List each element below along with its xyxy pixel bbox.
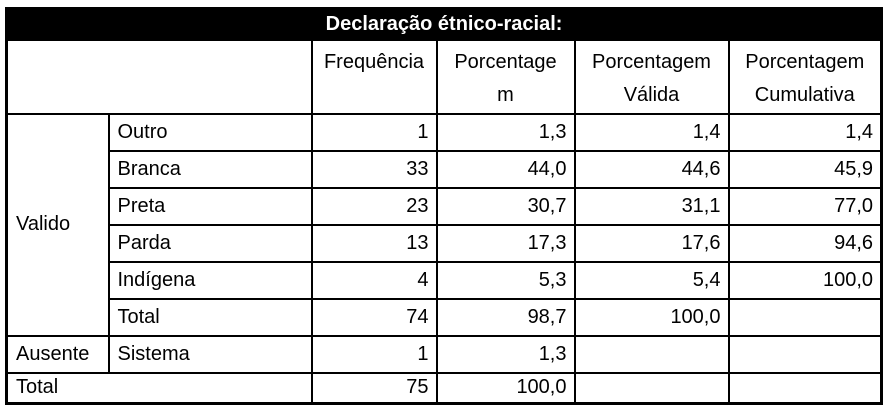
column-header-porcentagem: Porcentage m — [435, 38, 576, 115]
percentage-cell: 5,3 — [435, 260, 576, 300]
valid-percentage-cell: 44,6 — [573, 149, 730, 189]
column-header-line: Porcentagem — [745, 50, 865, 73]
frequency-cell: 23 — [310, 186, 438, 226]
frequency-cell: 1 — [310, 112, 438, 152]
valid-percentage-cell: 100,0 — [573, 297, 730, 337]
cumulative-percentage-cell: 94,6 — [727, 223, 883, 263]
empty-cell — [727, 334, 883, 374]
column-header-line: Porcentage — [454, 50, 557, 73]
cumulative-percentage-cell: 45,9 — [727, 149, 883, 189]
header-stub-cell — [5, 38, 313, 115]
percentage-cell: 1,3 — [435, 112, 576, 152]
frequency-cell: 13 — [310, 223, 438, 263]
table-row-preta: Preta 23 30,7 31,1 77,0 — [7, 186, 883, 226]
cumulative-percentage-cell: 100,0 — [727, 260, 883, 300]
column-header-porcentagem-cumulativa: Porcentagem Cumulativa — [727, 38, 883, 115]
group-cell-valido: Valido — [5, 112, 110, 337]
table-row-ausente-sistema: Ausente Sistema 1 1,3 — [5, 334, 883, 374]
category-cell: Outro — [107, 112, 313, 152]
frequency-cell: 1 — [310, 334, 438, 374]
percentage-cell: 30,7 — [435, 186, 576, 226]
percentage-cell: 44,0 — [435, 149, 576, 189]
table-row-valido-total: Total 74 98,7 100,0 — [7, 297, 883, 337]
valid-percentage-cell: 31,1 — [573, 186, 730, 226]
column-header-line: Cumulativa — [754, 83, 855, 106]
percentage-cell: 17,3 — [435, 223, 576, 263]
category-cell: Sistema — [107, 334, 313, 374]
category-cell: Parda — [107, 223, 313, 263]
empty-cell — [573, 334, 730, 374]
category-cell: Branca — [107, 149, 313, 189]
frequency-cell: 75 — [310, 371, 438, 405]
table-row-outro: Valido Outro 1 1,3 1,4 1,4 — [5, 112, 883, 337]
cumulative-percentage-cell: 1,4 — [727, 112, 883, 152]
column-header-line: m — [497, 83, 514, 106]
table-header-row: Frequência Porcentage m Porcentagem Váli… — [5, 38, 883, 115]
column-header-line: Frequência — [323, 50, 425, 73]
valid-percentage-cell: 17,6 — [573, 223, 730, 263]
empty-cell — [727, 297, 883, 337]
column-header-porcentagem-valida: Porcentagem Válida — [573, 38, 730, 115]
valid-percentage-cell: 5,4 — [573, 260, 730, 300]
table-row-grand-total: Total 75 100,0 — [5, 371, 883, 405]
frequency-cell: 4 — [310, 260, 438, 300]
frequency-table-container: Declaração étnico-racial: Frequência Por… — [5, 7, 884, 405]
category-cell: Preta — [107, 186, 313, 226]
percentage-cell: 1,3 — [435, 334, 576, 374]
table-row-branca: Branca 33 44,0 44,6 45,9 — [7, 149, 883, 189]
column-header-line: Porcentagem — [592, 50, 711, 73]
table-row-parda: Parda 13 17,3 17,6 94,6 — [7, 223, 883, 263]
frequency-cell: 33 — [310, 149, 438, 189]
valid-percentage-cell: 1,4 — [573, 112, 730, 152]
table-title-row: Declaração étnico-racial: — [5, 7, 883, 41]
cumulative-percentage-cell: 77,0 — [727, 186, 883, 226]
group-cell-total: Total — [5, 371, 313, 405]
column-header-line: Válida — [623, 83, 680, 106]
percentage-cell: 100,0 — [435, 371, 576, 405]
category-cell: Indígena — [107, 260, 313, 300]
table-row-indigena: Indígena 4 5,3 5,4 100,0 — [7, 260, 883, 300]
frequency-cell: 74 — [310, 297, 438, 337]
empty-cell — [727, 371, 883, 405]
percentage-cell: 98,7 — [435, 297, 576, 337]
category-cell: Total — [107, 297, 313, 337]
column-header-frequencia: Frequência — [310, 38, 438, 115]
group-cell-ausente: Ausente — [5, 334, 110, 374]
table-title: Declaração étnico-racial: — [5, 7, 883, 41]
empty-cell — [573, 371, 730, 405]
frequency-table: Declaração étnico-racial: Frequência Por… — [5, 7, 884, 405]
